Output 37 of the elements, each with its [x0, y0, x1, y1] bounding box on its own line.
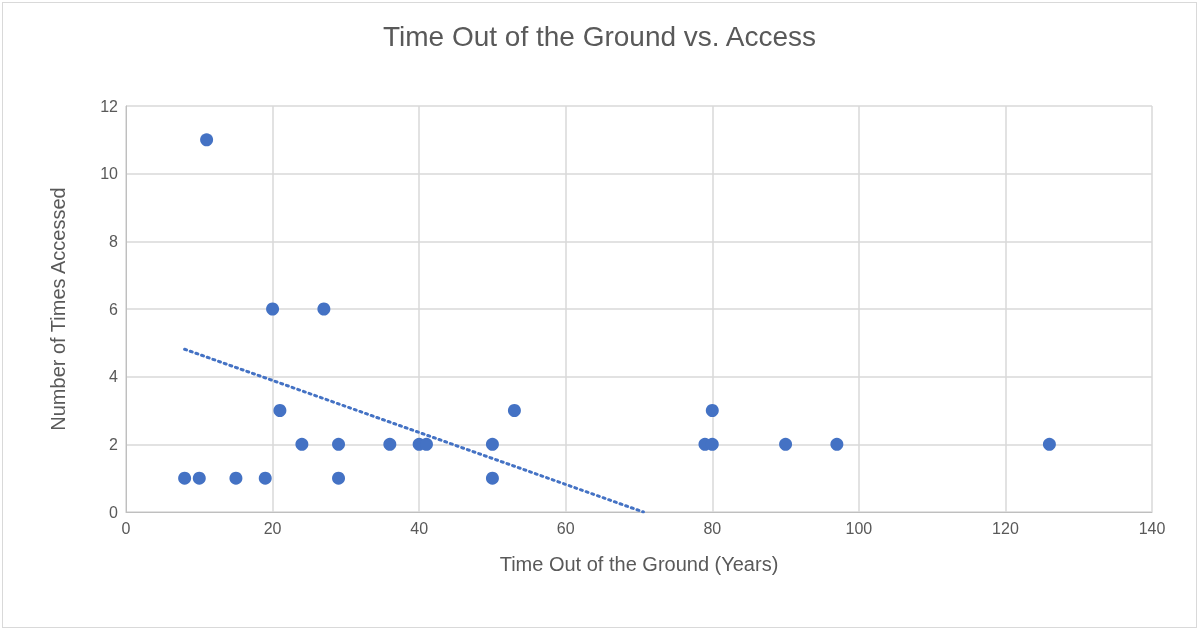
x-tick-label: 100 [845, 519, 873, 537]
x-tick-label: 40 [410, 519, 429, 537]
y-tick-label: 6 [109, 300, 119, 318]
point [705, 404, 719, 417]
point [178, 471, 192, 485]
point [192, 471, 206, 485]
point [266, 302, 280, 316]
point [485, 437, 499, 451]
point [317, 302, 331, 316]
point [273, 404, 287, 417]
point [507, 404, 521, 417]
point [383, 437, 397, 451]
point [258, 471, 272, 485]
x-tick-label: 140 [1138, 519, 1166, 537]
y-tick-label: 0 [109, 503, 119, 521]
chart-title: Time Out of the Ground vs. Access [382, 20, 817, 52]
y-tick-label: 12 [100, 97, 119, 115]
x-tick-label: 0 [121, 519, 131, 537]
y-axis-title: Number of Times Accessed [47, 187, 69, 431]
point [229, 471, 243, 485]
y-tick-label: 2 [109, 435, 119, 453]
point [485, 471, 499, 485]
point [200, 133, 214, 147]
point [295, 437, 309, 451]
point [1042, 437, 1056, 451]
x-tick-label: 80 [703, 519, 722, 537]
point [779, 437, 793, 451]
x-tick-label: 60 [556, 519, 575, 537]
point [332, 471, 346, 485]
x-tick-label: 120 [992, 519, 1019, 537]
y-tick-label: 8 [109, 232, 119, 250]
x-axis-title: Time Out of the Ground (Years) [499, 553, 779, 575]
x-tick-label: 20 [263, 519, 282, 537]
point [332, 437, 346, 451]
point [830, 437, 844, 451]
y-tick-label: 10 [100, 165, 119, 183]
y-tick-label: 4 [109, 368, 119, 386]
